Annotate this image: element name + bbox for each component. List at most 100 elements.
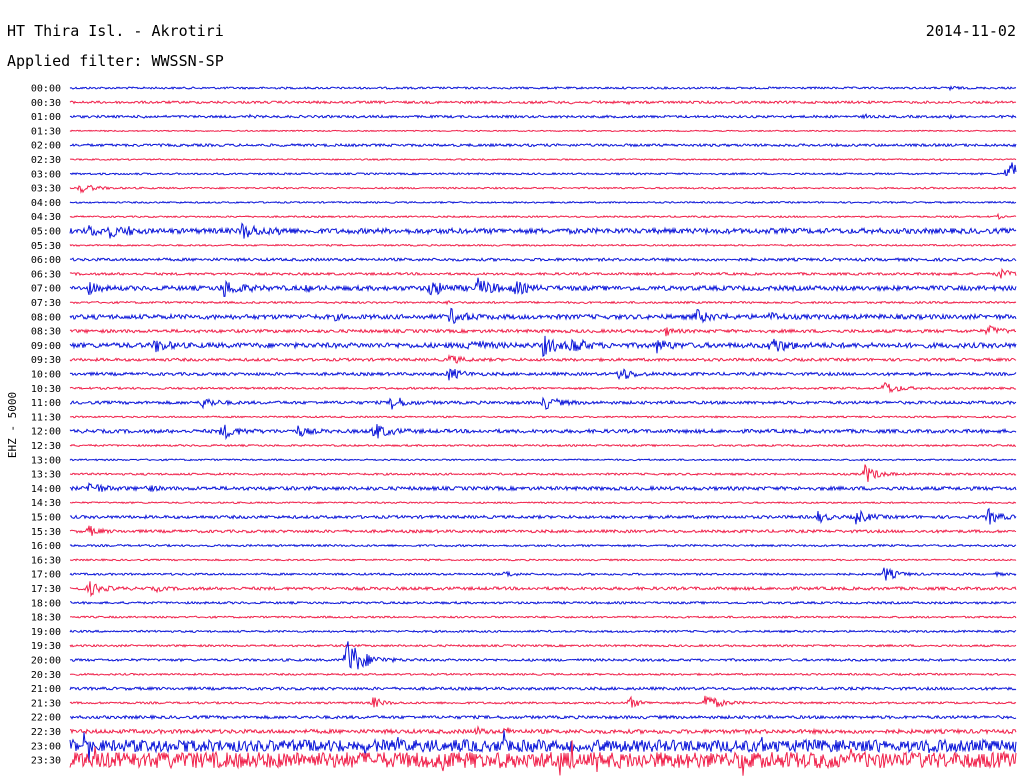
- time-label: 10:00: [31, 370, 61, 381]
- time-label: 09:00: [31, 341, 61, 352]
- trace-line: [69, 113, 1017, 120]
- trace-line: [69, 685, 1017, 692]
- time-label: 12:30: [31, 441, 61, 452]
- time-label: 13:00: [31, 455, 61, 466]
- time-label: 15:30: [31, 527, 61, 538]
- y-axis-label: EHZ - 5000: [6, 392, 19, 458]
- trace-line: [69, 243, 1017, 247]
- trace-line: [69, 714, 1017, 721]
- time-label: 19:30: [31, 641, 61, 652]
- time-label: 14:00: [31, 484, 61, 495]
- time-label: 02:30: [31, 155, 61, 166]
- trace-line: [69, 368, 1017, 381]
- trace-line: [69, 643, 1017, 648]
- trace-line: [69, 567, 1017, 581]
- time-label: 22:00: [31, 713, 61, 724]
- trace-line: [69, 222, 1017, 239]
- time-label: 11:00: [31, 398, 61, 409]
- time-label: 06:00: [31, 255, 61, 266]
- trace-line: [69, 142, 1017, 148]
- trace-line: [69, 256, 1017, 263]
- trace-line: [70, 600, 1017, 606]
- time-label: 19:00: [31, 627, 61, 638]
- trace-line: [69, 415, 1017, 419]
- time-label: 21:30: [31, 698, 61, 709]
- time-label: 16:00: [31, 541, 61, 552]
- trace-line: [69, 267, 1017, 279]
- time-label: 02:00: [31, 141, 61, 152]
- trace-line: [69, 695, 1017, 708]
- trace-line: [69, 335, 1017, 357]
- time-label: 11:30: [31, 412, 61, 423]
- time-label: 16:30: [31, 555, 61, 566]
- time-label: 18:00: [31, 598, 61, 609]
- trace-line: [69, 464, 1017, 482]
- chart-subtitle: Applied filter: WWSSN-SP: [7, 52, 224, 70]
- trace-line: [69, 615, 1017, 619]
- trace-line: [69, 129, 1017, 133]
- trace-line: [69, 641, 1017, 670]
- time-label: 08:00: [31, 312, 61, 323]
- time-label: 20:30: [31, 670, 61, 681]
- time-label: 23:00: [31, 741, 61, 752]
- time-label: 08:30: [31, 327, 61, 338]
- time-label: 18:30: [31, 613, 61, 624]
- time-label: 03:30: [31, 184, 61, 195]
- trace-line: [69, 307, 1017, 325]
- time-label: 01:30: [31, 126, 61, 137]
- time-label: 20:00: [31, 656, 61, 667]
- time-label: 17:30: [31, 584, 61, 595]
- trace-line: [69, 200, 1017, 205]
- trace-line: [69, 212, 1017, 220]
- trace-line: [69, 382, 1017, 394]
- trace-line: [69, 85, 1017, 92]
- time-label: 14:30: [31, 498, 61, 509]
- time-label: 01:00: [31, 112, 61, 123]
- trace-line: [69, 725, 1017, 736]
- time-label: 23:30: [31, 756, 61, 767]
- trace-line: [69, 353, 1017, 364]
- time-label: 05:00: [31, 227, 61, 238]
- trace-line: [69, 507, 1017, 525]
- trace-line: [69, 300, 1017, 306]
- trace-line: [69, 543, 1017, 548]
- trace-line: [69, 558, 1017, 562]
- trace-line: [69, 500, 1017, 505]
- trace-line: [69, 629, 1017, 634]
- chart-title: HT Thira Isl. - Akrotiri: [7, 22, 224, 40]
- trace-line: [69, 396, 1017, 410]
- time-label: 04:30: [31, 212, 61, 223]
- time-label: 22:30: [31, 727, 61, 738]
- trace-line: [69, 740, 1017, 776]
- chart-date: 2014-11-02: [926, 22, 1016, 40]
- trace-line: [69, 99, 1017, 106]
- time-label: 04:00: [31, 198, 61, 209]
- trace-line: [69, 324, 1017, 337]
- time-label: 13:30: [31, 470, 61, 481]
- trace-line: [69, 525, 1017, 536]
- trace-line: [69, 672, 1017, 677]
- time-label: 12:00: [31, 427, 61, 438]
- time-label: 05:30: [31, 241, 61, 252]
- trace-line: [69, 458, 1017, 462]
- time-label: 21:00: [31, 684, 61, 695]
- trace-line: [69, 482, 1017, 493]
- trace-line: [69, 730, 1017, 763]
- time-label: 15:00: [31, 513, 61, 524]
- time-label: 03:00: [31, 169, 61, 180]
- time-label: 17:00: [31, 570, 61, 581]
- trace-line: [69, 184, 1017, 194]
- time-label: 07:00: [31, 284, 61, 295]
- trace-line: [69, 443, 1016, 448]
- time-label: 09:30: [31, 355, 61, 366]
- trace-line: [69, 162, 1017, 177]
- trace-line: [69, 277, 1017, 297]
- trace-line: [69, 424, 1017, 441]
- time-label: 07:30: [31, 298, 61, 309]
- time-label: 00:00: [31, 84, 61, 95]
- time-label: 00:30: [31, 98, 61, 109]
- time-label: 06:30: [31, 269, 61, 280]
- time-label: 10:30: [31, 384, 61, 395]
- trace-line: [69, 157, 1017, 162]
